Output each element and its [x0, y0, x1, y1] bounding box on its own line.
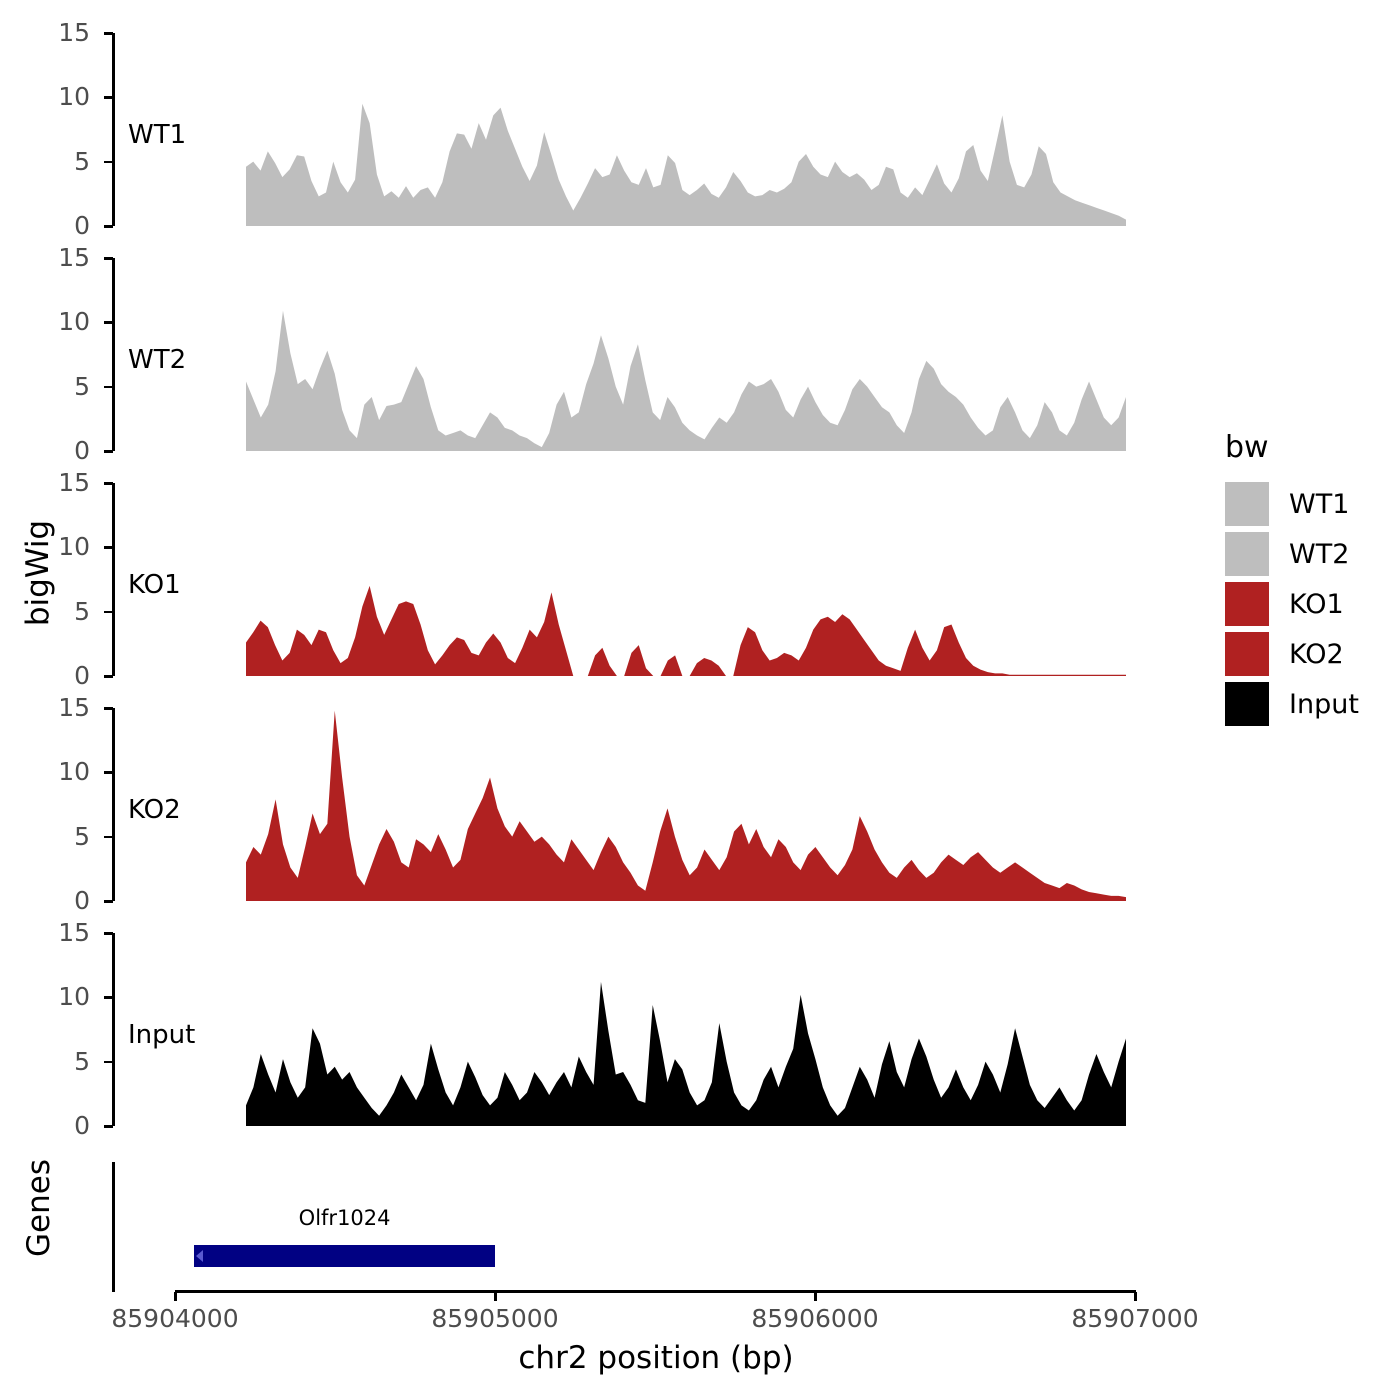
y-tick-mark	[104, 32, 113, 35]
y-tick-mark	[104, 675, 113, 678]
genes-panel: Olfr1024	[0, 1150, 1200, 1300]
legend: bw WT1 WT2 KO1 KO2 Input	[1225, 430, 1400, 730]
x-axis-line	[175, 1290, 1136, 1293]
legend-item-input[interactable]: Input	[1225, 682, 1359, 726]
x-tick-label: 85907000	[1071, 1304, 1199, 1333]
x-tick-label: 85905000	[431, 1304, 559, 1333]
y-tick-mark	[104, 482, 113, 485]
y-tick-mark	[104, 1125, 113, 1128]
y-tick-mark	[104, 835, 113, 839]
area-shape	[246, 710, 1126, 901]
area-shape	[246, 310, 1126, 451]
y-axis-line-input	[112, 933, 115, 1126]
y-tick-label: 0	[74, 1111, 90, 1140]
x-tick-mark	[174, 1292, 177, 1301]
legend-item-label: KO2	[1289, 638, 1344, 670]
y-tick-label: 5	[74, 821, 90, 851]
track-label-wt2: WT2	[128, 344, 187, 375]
y-tick-mark	[104, 707, 113, 710]
y-tick-label: 0	[74, 886, 90, 915]
gene-feature-bar[interactable]	[194, 1245, 495, 1267]
gene-feature-label: Olfr1024	[298, 1206, 391, 1230]
y-tick-label: 5	[74, 596, 90, 626]
y-axis-line-wt1	[112, 33, 115, 226]
track-area-ko1	[246, 585, 1126, 676]
y-tick-mark	[104, 1060, 113, 1064]
track-label-wt1: WT1	[128, 119, 187, 150]
legend-item-label: Input	[1289, 688, 1359, 720]
y-tick-mark	[104, 610, 113, 614]
genes-axis-line	[112, 1162, 115, 1292]
legend-color-swatch	[1225, 532, 1269, 576]
legend-color-swatch	[1225, 682, 1269, 726]
legend-color-swatch	[1225, 632, 1269, 676]
y-tick-label: 10	[58, 757, 90, 787]
y-tick-label: 0	[74, 436, 90, 465]
y-tick-label: 5	[74, 146, 90, 176]
track-area-input	[246, 981, 1126, 1126]
legend-item-wt1[interactable]: WT1	[1225, 482, 1349, 526]
y-tick-mark	[104, 257, 113, 260]
y-tick-label: 10	[58, 82, 90, 112]
legend-item-label: KO1	[1289, 588, 1344, 620]
y-tick-mark	[104, 900, 113, 903]
y-tick-label: 15	[58, 243, 90, 272]
y-tick-label: 10	[58, 307, 90, 337]
y-tick-label: 15	[58, 468, 90, 497]
track-area-ko2	[246, 710, 1126, 901]
y-tick-label: 15	[58, 18, 90, 47]
y-tick-label: 15	[58, 693, 90, 722]
legend-title: bw	[1225, 430, 1269, 465]
y-axis-title: bigWig	[20, 519, 56, 627]
legend-item-label: WT1	[1289, 488, 1350, 520]
track-area-wt2	[246, 310, 1126, 451]
y-tick-mark	[104, 450, 113, 453]
area-shape	[246, 981, 1126, 1126]
area-shape	[246, 585, 1126, 676]
y-tick-mark	[104, 546, 113, 549]
y-tick-mark	[104, 385, 113, 389]
y-tick-mark	[104, 96, 113, 99]
y-tick-label: 0	[74, 661, 90, 690]
x-tick-label: 85906000	[751, 1304, 879, 1333]
y-tick-label: 5	[74, 1046, 90, 1076]
legend-item-ko1[interactable]: KO1	[1225, 582, 1344, 626]
y-tick-mark	[104, 996, 113, 999]
x-tick-mark	[1134, 1292, 1137, 1301]
legend-color-swatch	[1225, 482, 1269, 526]
y-tick-mark	[104, 932, 113, 935]
y-tick-mark	[104, 771, 113, 774]
x-tick-label: 85904000	[111, 1304, 239, 1333]
x-axis-title: chr2 position (bp)	[518, 1340, 794, 1376]
x-tick-mark	[814, 1292, 817, 1301]
x-tick-mark	[494, 1292, 497, 1301]
track-label-input: Input	[128, 1019, 196, 1050]
y-axis-line-ko1	[112, 483, 115, 676]
y-tick-mark	[104, 321, 113, 324]
track-label-ko1: KO1	[128, 569, 181, 600]
area-shape	[246, 103, 1126, 226]
y-axis-line-wt2	[112, 258, 115, 451]
gene-strand-arrow-icon	[196, 1250, 204, 1262]
y-tick-label: 10	[58, 982, 90, 1012]
legend-item-label: WT2	[1289, 538, 1350, 570]
y-tick-label: 0	[74, 211, 90, 240]
legend-item-ko2[interactable]: KO2	[1225, 632, 1344, 676]
legend-item-wt2[interactable]: WT2	[1225, 532, 1349, 576]
track-area-wt1	[246, 103, 1126, 226]
y-tick-mark	[104, 160, 113, 164]
legend-color-swatch	[1225, 582, 1269, 626]
y-tick-mark	[104, 225, 113, 228]
y-axis-line-ko2	[112, 708, 115, 901]
y-tick-label: 5	[74, 371, 90, 401]
y-tick-label: 10	[58, 532, 90, 562]
track-label-ko2: KO2	[128, 794, 181, 825]
y-tick-label: 15	[58, 918, 90, 947]
